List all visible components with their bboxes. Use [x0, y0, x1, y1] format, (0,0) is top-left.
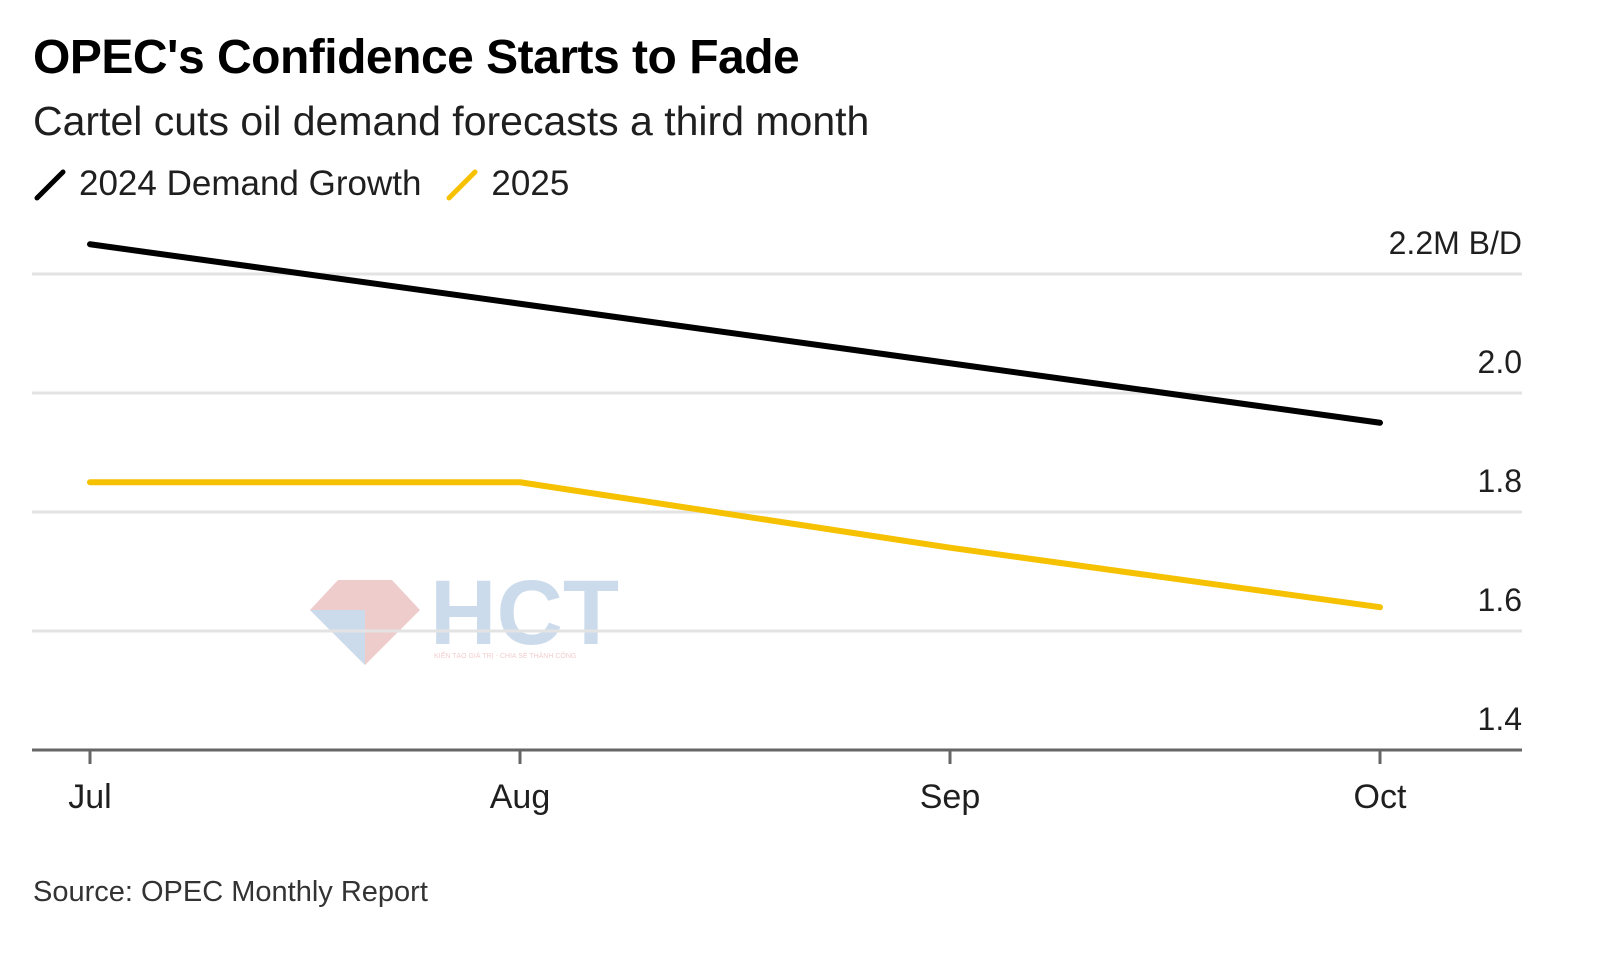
watermark-diamond-facet-icon: [310, 610, 365, 665]
legend-swatch-2024: [34, 169, 66, 201]
legend-label-2024: 2024 Demand Growth: [79, 164, 422, 203]
x-tick-label: Oct: [1354, 778, 1407, 816]
watermark-text: HCT: [430, 580, 619, 664]
legend-item-2025: 2025: [445, 164, 569, 204]
watermark-diamond-icon: [310, 580, 420, 665]
chart-title: OPEC's Confidence Starts to Fade: [33, 31, 800, 84]
legend-swatch-2025: [446, 169, 478, 201]
series-line-2024: [87, 241, 1383, 426]
x-tick-label: Sep: [920, 778, 981, 816]
y-tick-label: 1.4: [1478, 701, 1522, 737]
y-tick-label: 2.2M B/D: [1389, 225, 1522, 261]
x-tick-label: Aug: [490, 778, 551, 816]
series-lines: [87, 241, 1383, 611]
x-tick-label: Jul: [68, 778, 111, 816]
legend-item-2024: 2024 Demand Growth: [33, 164, 421, 204]
gridlines: [32, 272, 1522, 633]
y-axis-labels: 2.2M B/D 2.0 1.8 1.6 1.4: [1389, 225, 1522, 737]
y-tick-label: 1.6: [1478, 582, 1522, 618]
x-axis: Jul Aug Sep Oct: [32, 748, 1522, 816]
source-note: Source: OPEC Monthly Report: [33, 876, 428, 908]
y-tick-label: 1.8: [1478, 463, 1522, 499]
series-line-2025: [87, 479, 1383, 611]
legend-label-2025: 2025: [491, 164, 570, 203]
watermark-logo: HCT KIẾN TẠO GIÁ TRỊ - CHIA SẺ THÀNH CÔN…: [310, 580, 619, 665]
y-tick-label: 2.0: [1478, 344, 1522, 380]
chart-subtitle: Cartel cuts oil demand forecasts a third…: [33, 98, 870, 144]
legend: 2024 Demand Growth 2025: [33, 164, 593, 204]
watermark-tagline: KIẾN TẠO GIÁ TRỊ - CHIA SẺ THÀNH CÔNG: [434, 650, 576, 660]
